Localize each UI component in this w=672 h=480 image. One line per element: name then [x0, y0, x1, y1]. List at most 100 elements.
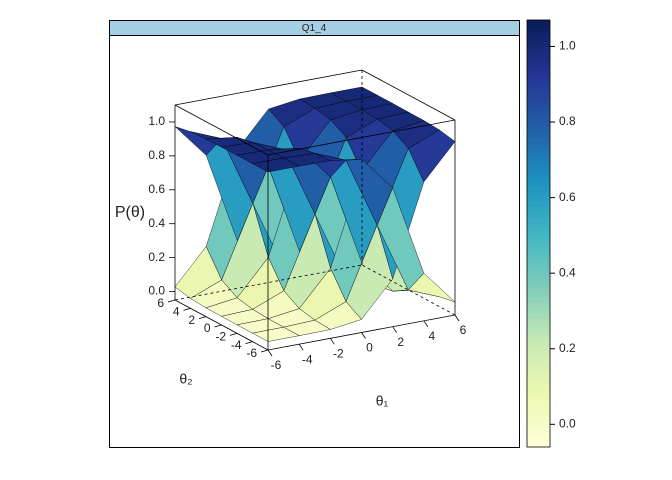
colorbar-cell — [527, 89, 550, 96]
box-edge — [361, 69, 456, 121]
y-tick — [260, 349, 269, 353]
y-tick — [214, 324, 222, 328]
colorbar-cell — [527, 398, 550, 405]
x-tick-label: 0 — [366, 341, 373, 355]
colorbar-cell — [527, 388, 550, 395]
y-tick — [183, 307, 191, 311]
colorbar-cell — [527, 414, 550, 421]
colorbar-cell — [527, 36, 550, 42]
colorbar-cell — [527, 201, 550, 208]
colorbar-cell — [527, 185, 550, 192]
colorbar-tick-label: 0.4 — [559, 265, 576, 279]
colorbar-cell — [527, 105, 550, 112]
colorbar-cell — [527, 73, 550, 80]
colorbar-cell — [527, 110, 550, 117]
colorbar-cell — [527, 302, 550, 309]
colorbar-cell — [527, 297, 550, 304]
colorbar-cell — [527, 286, 550, 293]
colorbar-cell — [527, 260, 550, 267]
colorbar-cell — [527, 308, 550, 315]
z-axis-label: P(θ) — [115, 204, 145, 221]
colorbar-cell — [527, 393, 550, 400]
colorbar-cell — [527, 164, 550, 170]
y-tick-label: -2 — [215, 330, 226, 344]
colorbar-cell — [527, 206, 550, 213]
colorbar-cell — [527, 169, 550, 176]
colorbar-cell — [527, 318, 550, 325]
colorbar-cell — [527, 249, 550, 256]
z-tick-label: 0.4 — [148, 216, 165, 230]
x-tick-label: 6 — [460, 323, 467, 337]
colorbar-cell — [527, 334, 550, 341]
colorbar-cell — [527, 420, 550, 427]
colorbar-tick-label: 0.6 — [559, 190, 576, 204]
colorbar-cell — [527, 20, 550, 26]
y-tick-label: 6 — [157, 296, 164, 310]
colorbar-cell — [527, 116, 550, 122]
colorbar-cell — [527, 190, 550, 197]
x-tick — [298, 343, 304, 351]
y-tick — [229, 332, 238, 336]
x-tick — [423, 320, 429, 328]
colorbar-cell — [527, 372, 550, 379]
colorbar-cell — [527, 238, 550, 245]
colorbar-cell — [527, 377, 550, 384]
box-edge — [174, 264, 363, 301]
y-tick-label: 4 — [173, 305, 180, 319]
x-tick — [330, 338, 335, 345]
colorbar-cell — [527, 137, 550, 144]
colorbar-cell — [527, 217, 550, 224]
colorbar-cell — [527, 356, 550, 363]
colorbar-cell — [527, 324, 550, 331]
z-tick-label: 0.6 — [148, 182, 165, 196]
colorbar-cell — [527, 126, 550, 133]
colorbar-cell — [527, 425, 550, 432]
colorbar-cell — [527, 121, 550, 128]
colorbar-cell — [527, 153, 550, 160]
z-tick-label: 0.8 — [148, 148, 165, 162]
colorbar-cell — [527, 41, 550, 48]
y-tick — [198, 316, 207, 320]
colorbar-cell — [527, 313, 550, 320]
colorbar-cell — [527, 292, 550, 299]
box-edge — [267, 119, 456, 156]
colorbar-cell — [527, 430, 550, 437]
colorbar-cell — [527, 158, 550, 165]
colorbar-cell — [527, 276, 550, 283]
x-tick-label: -4 — [302, 352, 313, 366]
colorbar-cell — [527, 382, 550, 389]
colorbar-cell — [527, 196, 550, 202]
colorbar-cell — [527, 62, 550, 69]
colorbar-cell — [527, 340, 550, 347]
colorbar-cell — [527, 345, 550, 352]
x-tick-label: 4 — [428, 329, 435, 343]
colorbar-cell — [527, 68, 550, 74]
colorbar-cell — [527, 25, 550, 32]
colorbar-cell — [527, 142, 550, 149]
colorbar-cell — [527, 228, 550, 234]
y-tick-label: 2 — [188, 313, 195, 327]
colorbar-cell — [527, 441, 550, 448]
z-tick-label: 0.0 — [148, 284, 165, 298]
colorbar-cell — [527, 244, 550, 251]
z-tick-label: 1.0 — [148, 114, 165, 128]
box-edge — [174, 69, 363, 106]
colorbar-tick-label: 0.2 — [559, 341, 576, 355]
colorbar-cell — [527, 148, 550, 154]
colorbar-cell — [527, 30, 550, 37]
colorbar-cell — [527, 233, 550, 240]
colorbar-cell — [527, 52, 550, 58]
colorbar-cell — [527, 366, 550, 373]
colorbar-tick-label: 1.0 — [559, 39, 576, 53]
colorbar-cell — [527, 436, 550, 443]
x-tick-label: -2 — [333, 347, 344, 361]
colorbar-cell — [527, 180, 550, 186]
colorbar-cell — [527, 84, 550, 90]
y-tick — [167, 299, 176, 303]
colorbar-tick-label: 0.0 — [559, 416, 576, 430]
colorbar-cell — [527, 404, 550, 411]
x-tick-label: -6 — [271, 358, 282, 372]
surface-facet — [251, 326, 300, 342]
x-tick — [454, 314, 460, 322]
